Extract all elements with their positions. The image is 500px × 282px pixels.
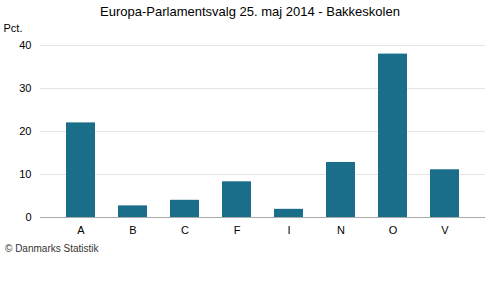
svg-text:B: B [129,224,136,236]
svg-text:N: N [337,224,345,236]
svg-text:F: F [234,224,241,236]
svg-text:V: V [441,224,449,236]
html-text:Europa-Parlamentsvalg 25. maj: Europa-Parlamentsvalg 25. maj 2014 - Bak… [100,4,400,19]
svg-text:Pct.: Pct. [4,22,23,34]
svg-text:A: A [77,224,85,236]
svg-text:O: O [389,224,398,236]
svg-text:20: 20 [19,125,31,137]
svg-text:40: 40 [19,39,31,51]
svg-text:10: 10 [19,168,31,180]
svg-text:C: C [181,224,189,236]
svg-text:I: I [287,224,290,236]
svg-text:0: 0 [25,211,31,223]
html-text:© Danmarks Statistik: © Danmarks Statistik [5,243,99,254]
svg-text:30: 30 [19,82,31,94]
